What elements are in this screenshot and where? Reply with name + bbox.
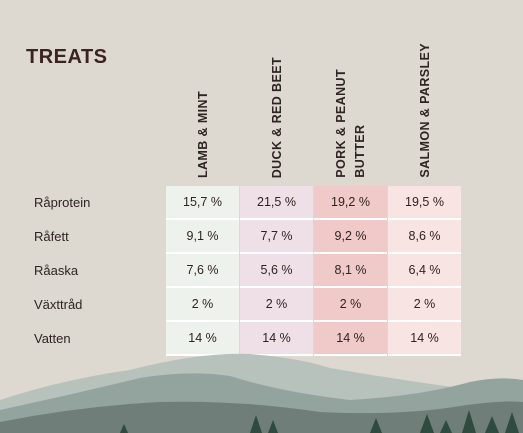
table-cell: 19,5 %	[388, 186, 461, 220]
table-cell: 7,7 %	[240, 220, 313, 254]
tree-line	[120, 410, 519, 433]
table-cell: 15,7 %	[166, 186, 239, 220]
column-header-label: LAMB & MINT	[195, 90, 210, 178]
front-hill	[0, 401, 523, 433]
table-cell: 14 %	[166, 322, 239, 356]
column-header: PORK & PEANUT BUTTER	[314, 40, 388, 178]
table-cell: 2 %	[166, 288, 239, 322]
row-label: Råprotein	[34, 195, 91, 210]
column-header-label: DUCK & RED BEET	[269, 56, 284, 178]
row-label: Vatten	[34, 331, 71, 346]
table-cell: 6,4 %	[388, 254, 461, 288]
table-cell: 9,1 %	[166, 220, 239, 254]
table-cell: 19,2 %	[314, 186, 387, 220]
page-title: TREATS	[26, 46, 108, 68]
table-cell: 21,5 %	[240, 186, 313, 220]
column-header-label: SALMON & PARSLEY	[417, 43, 432, 178]
table-cell: 8,1 %	[314, 254, 387, 288]
column-header: SALMON & PARSLEY	[388, 40, 462, 178]
row-label: Råfett	[34, 229, 69, 244]
table-cell: 14 %	[388, 322, 461, 356]
table-cell: 14 %	[240, 322, 313, 356]
row-label: Växttråd	[34, 297, 83, 312]
table-cell: 9,2 %	[314, 220, 387, 254]
table-cell: 2 %	[240, 288, 313, 322]
table-cell: 2 %	[388, 288, 461, 322]
table-cell: 5,6 %	[240, 254, 313, 288]
row-label: Råaska	[34, 263, 79, 278]
table-cell: 14 %	[314, 322, 387, 356]
mountain-landscape	[0, 353, 523, 433]
column-header: LAMB & MINT	[166, 40, 240, 178]
table-cell: 7,6 %	[166, 254, 239, 288]
table-cell: 2 %	[314, 288, 387, 322]
column-header: DUCK & RED BEET	[240, 40, 314, 178]
column-header-label: PORK & PEANUT BUTTER	[334, 69, 367, 178]
table-cell: 8,6 %	[388, 220, 461, 254]
